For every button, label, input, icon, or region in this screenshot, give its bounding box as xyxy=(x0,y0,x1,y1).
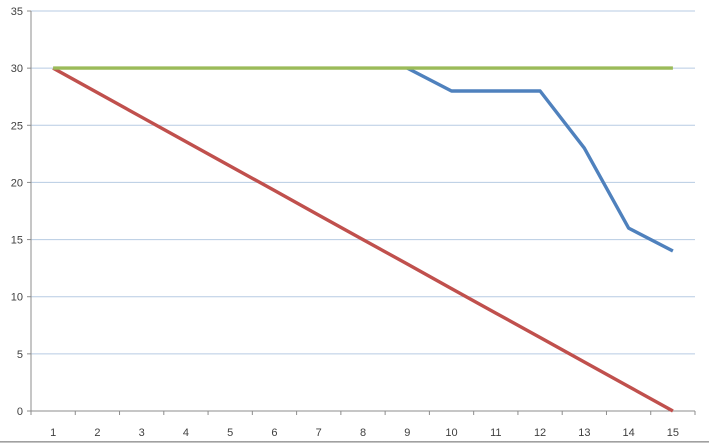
x-axis-label: 5 xyxy=(227,427,233,439)
x-axis-label: 15 xyxy=(667,427,679,439)
x-axis-label: 9 xyxy=(404,427,410,439)
y-axis-label: 25 xyxy=(11,120,23,132)
y-axis-label: 5 xyxy=(17,349,23,361)
y-axis-label: 35 xyxy=(11,6,23,18)
series-line-blue-series xyxy=(406,66,674,253)
x-axis-label: 8 xyxy=(360,427,366,439)
series-line-red-series xyxy=(52,66,674,413)
x-axis-label: 13 xyxy=(578,427,590,439)
x-axis-label: 4 xyxy=(183,427,189,439)
y-axis-label: 10 xyxy=(11,292,23,304)
x-axis-label: 3 xyxy=(139,427,145,439)
x-axis-label: 10 xyxy=(445,427,457,439)
y-axis-label: 15 xyxy=(11,235,23,247)
x-axis-label: 14 xyxy=(622,427,634,439)
x-axis-label: 6 xyxy=(271,427,277,439)
x-axis-label: 12 xyxy=(534,427,546,439)
x-axis-label: 11 xyxy=(490,427,501,439)
x-axis-label: 1 xyxy=(50,427,56,439)
y-axis-label: 0 xyxy=(17,406,23,418)
y-axis-label: 20 xyxy=(11,177,23,189)
x-axis-label: 2 xyxy=(94,427,100,439)
bottom-border-line xyxy=(0,441,709,443)
y-axis-label: 30 xyxy=(11,63,23,75)
x-axis-label: 7 xyxy=(316,427,322,439)
